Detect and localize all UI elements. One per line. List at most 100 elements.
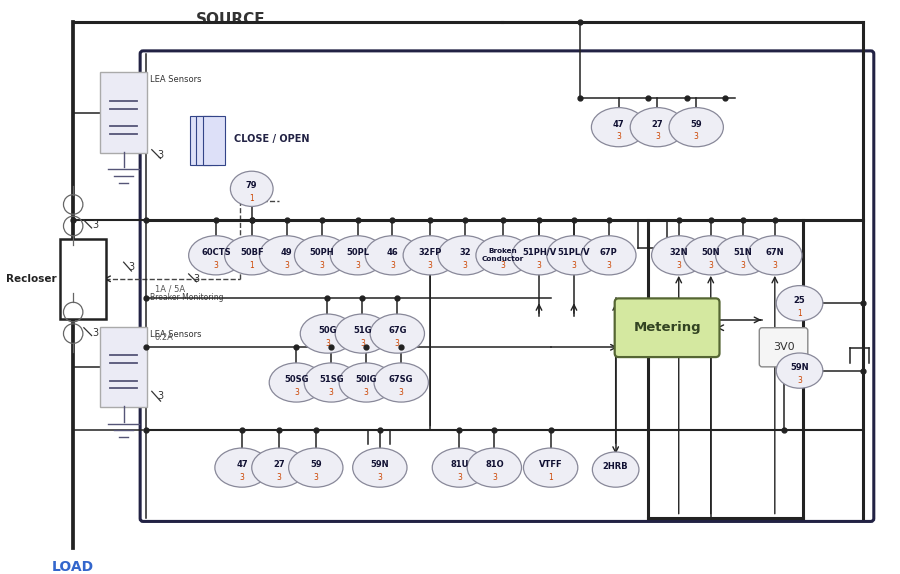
Text: 3: 3	[276, 473, 282, 482]
Text: 46: 46	[387, 248, 399, 257]
Text: 1: 1	[249, 194, 254, 203]
Ellipse shape	[330, 236, 384, 275]
Text: 50N: 50N	[701, 248, 720, 257]
Text: 3: 3	[377, 473, 382, 482]
Text: 3: 3	[364, 388, 369, 397]
Text: 3: 3	[708, 261, 713, 270]
Ellipse shape	[252, 448, 306, 487]
Text: 3: 3	[320, 261, 324, 270]
Ellipse shape	[467, 448, 521, 487]
Text: 3: 3	[500, 261, 506, 270]
Ellipse shape	[269, 363, 324, 402]
Text: LOAD: LOAD	[52, 560, 94, 573]
Text: 27: 27	[652, 120, 663, 129]
Text: 79: 79	[246, 181, 257, 191]
Text: 25: 25	[794, 296, 806, 305]
Ellipse shape	[748, 236, 802, 275]
Text: 1: 1	[548, 473, 553, 482]
Ellipse shape	[189, 236, 243, 275]
Text: LEA Sensors: LEA Sensors	[149, 329, 202, 339]
Text: 3: 3	[325, 339, 330, 348]
Text: 3: 3	[93, 328, 99, 338]
Text: 51PL/V: 51PL/V	[558, 248, 590, 257]
Text: 1: 1	[797, 308, 802, 317]
Text: 3: 3	[676, 261, 681, 270]
Ellipse shape	[339, 363, 393, 402]
FancyBboxPatch shape	[190, 117, 211, 165]
Text: 3: 3	[395, 339, 400, 348]
Text: 50G: 50G	[319, 326, 337, 335]
Ellipse shape	[304, 363, 358, 402]
Text: 67P: 67P	[600, 248, 617, 257]
Text: 32FP: 32FP	[418, 248, 442, 257]
Text: 3: 3	[797, 376, 802, 385]
Text: 3: 3	[741, 261, 745, 270]
Text: 3: 3	[694, 133, 698, 141]
Ellipse shape	[777, 353, 823, 388]
Text: 67SG: 67SG	[389, 375, 413, 384]
Ellipse shape	[684, 236, 738, 275]
Text: 3: 3	[390, 261, 395, 270]
Text: 51SG: 51SG	[319, 375, 344, 384]
Ellipse shape	[215, 448, 269, 487]
Text: 3: 3	[284, 261, 289, 270]
FancyBboxPatch shape	[59, 239, 106, 319]
Text: 3: 3	[655, 133, 660, 141]
Ellipse shape	[592, 452, 639, 487]
Text: 3V0: 3V0	[773, 342, 795, 352]
Text: 60CTS: 60CTS	[201, 248, 230, 257]
Ellipse shape	[476, 236, 530, 275]
Text: 32N: 32N	[670, 248, 688, 257]
Text: 50BF: 50BF	[240, 248, 264, 257]
Text: 50PL: 50PL	[346, 248, 369, 257]
Text: 3: 3	[399, 388, 403, 397]
Text: 3: 3	[356, 261, 360, 270]
Ellipse shape	[716, 236, 770, 275]
Ellipse shape	[591, 107, 645, 147]
Text: Metering: Metering	[634, 321, 701, 334]
Text: 1A / 5A: 1A / 5A	[155, 285, 184, 293]
Text: 3: 3	[158, 391, 164, 401]
Text: 3: 3	[428, 261, 433, 270]
Ellipse shape	[294, 236, 349, 275]
Text: 3: 3	[457, 473, 462, 482]
Text: 3: 3	[328, 388, 334, 397]
Ellipse shape	[524, 448, 578, 487]
Text: 3: 3	[213, 261, 219, 270]
Ellipse shape	[512, 236, 566, 275]
Text: 59: 59	[690, 120, 702, 129]
Text: SOURCE: SOURCE	[195, 11, 266, 27]
Text: 51N: 51N	[734, 248, 752, 257]
FancyBboxPatch shape	[101, 327, 147, 407]
Text: 3: 3	[536, 261, 542, 270]
Text: 59: 59	[310, 460, 321, 469]
Text: 50SG: 50SG	[284, 375, 309, 384]
Text: Broken: Broken	[489, 249, 518, 254]
Ellipse shape	[547, 236, 601, 275]
Ellipse shape	[259, 236, 314, 275]
Text: 32: 32	[459, 248, 471, 257]
Text: CLOSE / OPEN: CLOSE / OPEN	[234, 134, 310, 144]
Ellipse shape	[581, 236, 636, 275]
Text: 3: 3	[239, 473, 245, 482]
Text: 3: 3	[158, 150, 164, 160]
Text: 0.2A: 0.2A	[155, 333, 174, 343]
FancyBboxPatch shape	[203, 117, 225, 165]
Ellipse shape	[403, 236, 457, 275]
Text: 3: 3	[607, 261, 611, 270]
Text: 67N: 67N	[766, 248, 784, 257]
Text: 3: 3	[93, 220, 99, 230]
FancyBboxPatch shape	[196, 117, 218, 165]
Text: 59N: 59N	[790, 363, 809, 372]
Text: 47: 47	[613, 120, 625, 129]
Text: 49: 49	[281, 248, 292, 257]
Text: VTFF: VTFF	[539, 460, 562, 469]
Text: 3: 3	[463, 261, 468, 270]
Text: 81U: 81U	[450, 460, 469, 469]
Ellipse shape	[225, 236, 279, 275]
Text: 3: 3	[360, 339, 364, 348]
Text: 3: 3	[492, 473, 497, 482]
Text: 47: 47	[236, 460, 248, 469]
Text: 3: 3	[294, 388, 299, 397]
FancyBboxPatch shape	[615, 298, 719, 357]
